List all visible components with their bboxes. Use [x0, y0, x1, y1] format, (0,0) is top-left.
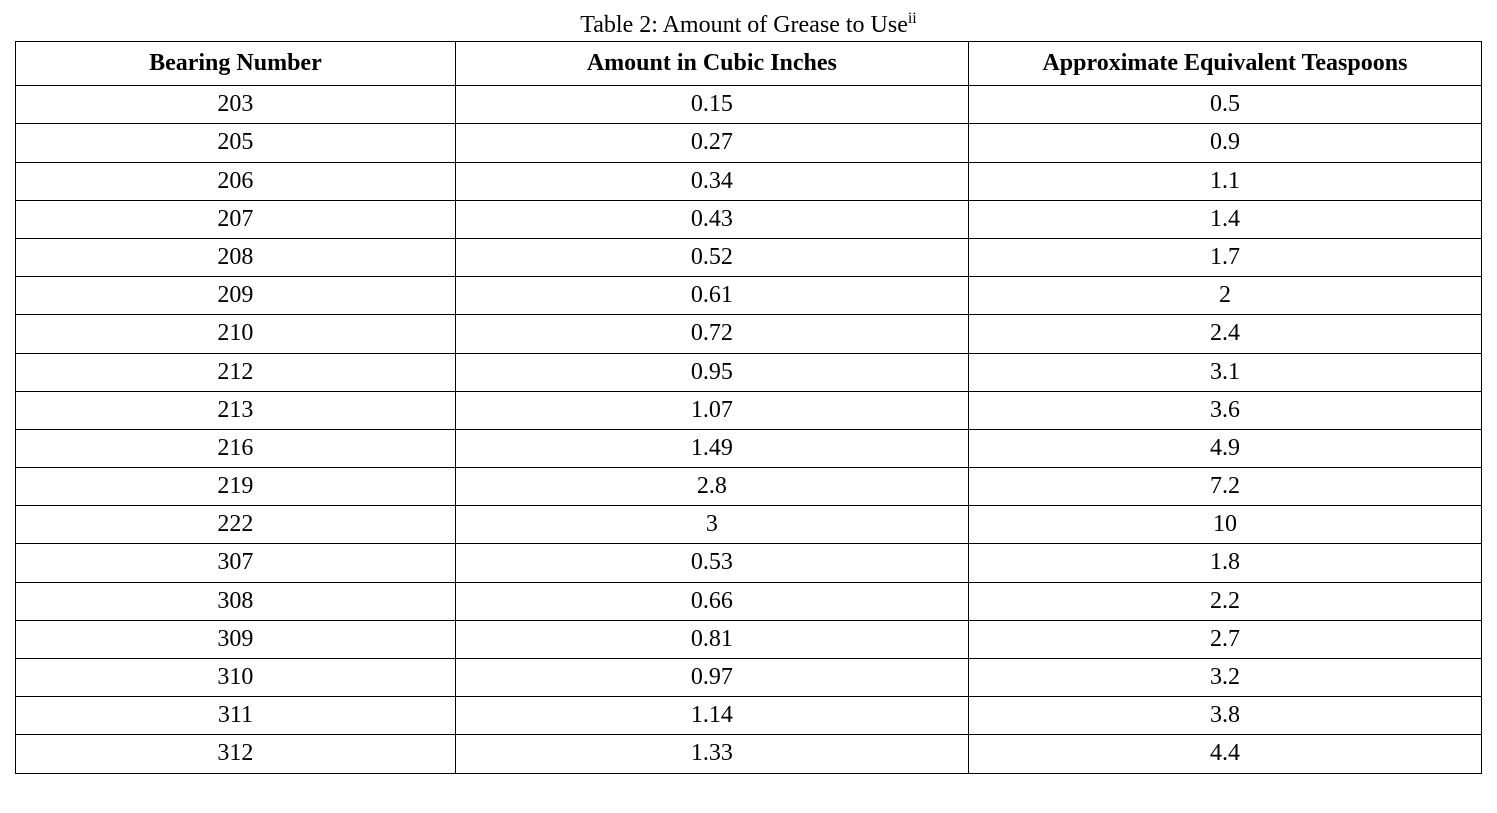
table-row: 3080.662.2	[16, 582, 1482, 620]
table-row: 2192.87.2	[16, 468, 1482, 506]
table-cell: 4.4	[968, 735, 1481, 773]
table-caption: Table 2: Amount of Grease to Useii	[15, 10, 1482, 39]
table-row: 2100.722.4	[16, 315, 1482, 353]
table-cell: 210	[16, 315, 456, 353]
table-row: 2090.612	[16, 277, 1482, 315]
table-row: 2080.521.7	[16, 238, 1482, 276]
table-row: 2161.494.9	[16, 429, 1482, 467]
table-row: 3100.973.2	[16, 659, 1482, 697]
table-cell: 213	[16, 391, 456, 429]
table-cell: 0.5	[968, 86, 1481, 124]
table-cell: 308	[16, 582, 456, 620]
table-cell: 312	[16, 735, 456, 773]
table-row: 2060.341.1	[16, 162, 1482, 200]
table-cell: 2.8	[455, 468, 968, 506]
table-cell: 3.8	[968, 697, 1481, 735]
table-cell: 2.2	[968, 582, 1481, 620]
table-cell: 1.7	[968, 238, 1481, 276]
table-row: 2131.073.6	[16, 391, 1482, 429]
table-cell: 1.07	[455, 391, 968, 429]
table-row: 3090.812.7	[16, 620, 1482, 658]
table-cell: 10	[968, 506, 1481, 544]
table-cell: 0.66	[455, 582, 968, 620]
table-row: 222310	[16, 506, 1482, 544]
table-row: 2030.150.5	[16, 86, 1482, 124]
table-cell: 3.6	[968, 391, 1481, 429]
table-cell: 2.4	[968, 315, 1481, 353]
table-cell: 1.1	[968, 162, 1481, 200]
table-cell: 216	[16, 429, 456, 467]
table-cell: 206	[16, 162, 456, 200]
table-cell: 0.61	[455, 277, 968, 315]
table-cell: 309	[16, 620, 456, 658]
table-cell: 0.27	[455, 124, 968, 162]
table-cell: 2	[968, 277, 1481, 315]
table-cell: 0.15	[455, 86, 968, 124]
table-cell: 311	[16, 697, 456, 735]
caption-superscript: ii	[908, 10, 917, 27]
table-cell: 209	[16, 277, 456, 315]
table-cell: 307	[16, 544, 456, 582]
table-cell: 3.1	[968, 353, 1481, 391]
table-cell: 1.8	[968, 544, 1481, 582]
table-cell: 2.7	[968, 620, 1481, 658]
table-cell: 1.4	[968, 200, 1481, 238]
table-cell: 0.34	[455, 162, 968, 200]
table-cell: 0.53	[455, 544, 968, 582]
table-cell: 207	[16, 200, 456, 238]
table-cell: 310	[16, 659, 456, 697]
table-cell: 212	[16, 353, 456, 391]
grease-amount-table: Bearing Number Amount in Cubic Inches Ap…	[15, 41, 1482, 774]
caption-text: Table 2: Amount of Grease to Use	[580, 12, 908, 38]
table-cell: 0.9	[968, 124, 1481, 162]
table-cell: 3.2	[968, 659, 1481, 697]
column-header-bearing: Bearing Number	[16, 42, 456, 86]
table-row: 3121.334.4	[16, 735, 1482, 773]
table-cell: 219	[16, 468, 456, 506]
table-cell: 3	[455, 506, 968, 544]
table-cell: 0.72	[455, 315, 968, 353]
table-cell: 0.95	[455, 353, 968, 391]
table-row: 2050.270.9	[16, 124, 1482, 162]
table-cell: 208	[16, 238, 456, 276]
table-row: 3070.531.8	[16, 544, 1482, 582]
table-cell: 0.81	[455, 620, 968, 658]
table-cell: 4.9	[968, 429, 1481, 467]
table-cell: 1.49	[455, 429, 968, 467]
column-header-teaspoons: Approximate Equivalent Teaspoons	[968, 42, 1481, 86]
column-header-cubic-inches: Amount in Cubic Inches	[455, 42, 968, 86]
table-cell: 205	[16, 124, 456, 162]
table-row: 2070.431.4	[16, 200, 1482, 238]
table-cell: 203	[16, 86, 456, 124]
table-cell: 1.33	[455, 735, 968, 773]
table-cell: 222	[16, 506, 456, 544]
table-cell: 0.52	[455, 238, 968, 276]
table-row: 3111.143.8	[16, 697, 1482, 735]
table-header-row: Bearing Number Amount in Cubic Inches Ap…	[16, 42, 1482, 86]
table-cell: 7.2	[968, 468, 1481, 506]
table-cell: 1.14	[455, 697, 968, 735]
table-cell: 0.43	[455, 200, 968, 238]
table-row: 2120.953.1	[16, 353, 1482, 391]
table-cell: 0.97	[455, 659, 968, 697]
